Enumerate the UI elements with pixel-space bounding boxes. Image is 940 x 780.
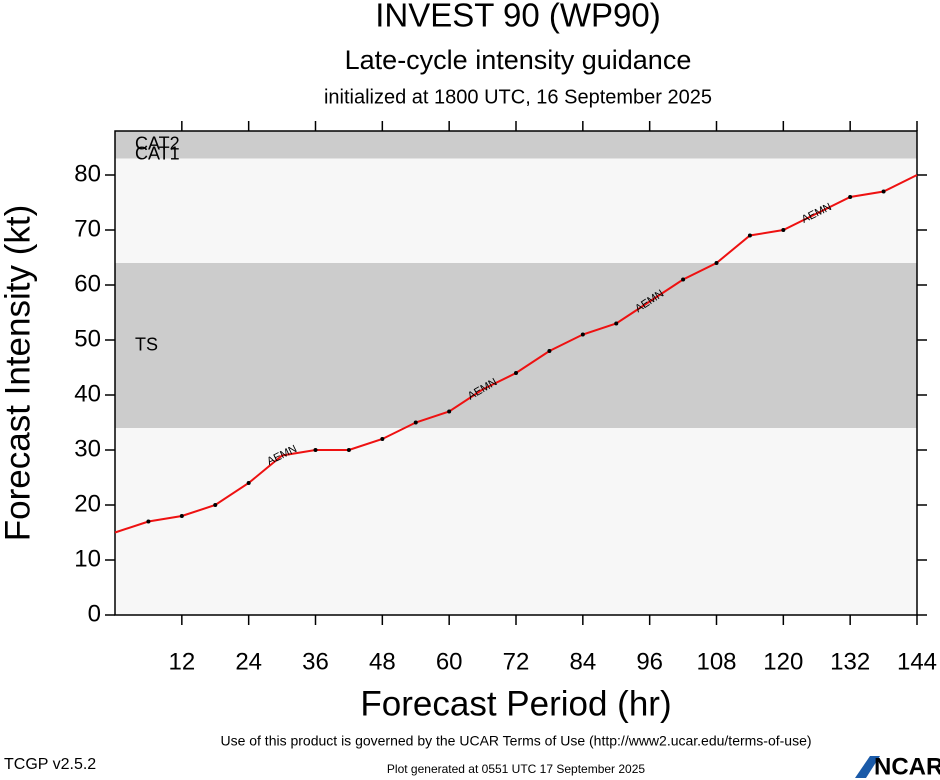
band-label: CAT1 [135,144,180,164]
x-tick-label: 24 [235,648,262,675]
chart-subtitle: Late-cycle intensity guidance [345,45,692,75]
y-tick-label: 10 [74,545,101,572]
y-tick-label: 20 [74,490,101,517]
x-tick-label: 84 [569,648,596,675]
y-tick-label: 80 [74,160,101,187]
intensity-band [115,158,917,263]
data-point [313,448,318,452]
version: TCGP v2.5.2 [4,756,96,773]
x-tick-label: 108 [696,648,736,675]
y-tick-label: 30 [74,435,101,462]
x-axis-label: Forecast Period (hr) [360,684,671,723]
band-label: CAT2 [135,134,180,154]
data-point [681,277,686,282]
x-tick-label: 12 [168,648,195,675]
data-point [146,519,151,524]
band-label: TS [135,334,158,354]
data-point [714,261,719,265]
logo-text: NCAR [874,753,940,780]
data-point [580,332,585,337]
data-point [413,420,418,425]
init-time: initialized at 1800 UTC, 16 September 20… [324,86,712,108]
y-tick-label: 0 [88,600,101,627]
y-tick-label: 40 [74,380,101,407]
x-tick-label: 120 [763,648,803,675]
data-point [346,448,351,452]
logo-mark [855,756,880,778]
data-point [514,371,518,375]
x-tick-label: 72 [503,648,530,675]
intensity-band [115,263,917,428]
data-point [213,503,218,507]
data-point [614,321,619,326]
y-axis-label: Forecast Intensity (kt) [0,205,37,541]
chart-title: INVEST 90 (WP90) [375,0,660,34]
terms-note: Use of this product is governed by the U… [220,733,811,749]
x-tick-label: 48 [369,648,396,675]
data-point [781,228,786,232]
data-point [547,349,552,353]
intensity-band [115,131,917,159]
x-tick-label: 132 [830,648,870,675]
x-tick-label: 144 [897,648,937,675]
y-tick-label: 70 [74,215,101,242]
generated-note: Plot generated at 0551 UTC 17 September … [387,762,645,776]
y-tick-label: 50 [74,325,101,352]
x-tick-label: 96 [636,648,663,675]
x-tick-label: 60 [436,648,463,675]
data-point [747,233,752,238]
x-tick-label: 36 [302,648,329,675]
data-point [848,195,853,199]
y-tick-label: 60 [74,270,101,297]
data-point [380,437,385,441]
data-point [179,514,184,518]
data-point [246,481,251,485]
data-point [881,189,886,194]
data-point [447,409,452,414]
